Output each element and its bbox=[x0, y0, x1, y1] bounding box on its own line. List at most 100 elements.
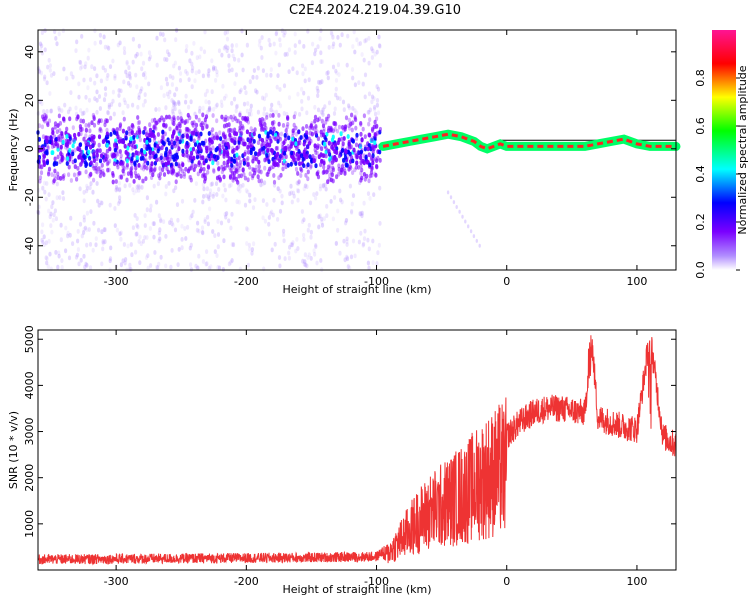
spectrogram-cell bbox=[252, 167, 256, 173]
spectrogram-cell bbox=[173, 106, 177, 112]
spectrogram-cell bbox=[282, 83, 287, 89]
spectrogram-cell bbox=[67, 164, 71, 170]
spectrogram-cell bbox=[259, 45, 263, 51]
spectrogram-cell bbox=[252, 139, 256, 144]
spectrogram-cell bbox=[153, 250, 157, 255]
spectrogram-cell bbox=[48, 251, 52, 257]
spectrogram-cell bbox=[155, 264, 159, 270]
spectrogram-cell bbox=[71, 241, 75, 247]
spectrogram-cell bbox=[331, 34, 335, 40]
spectrogram-cell bbox=[43, 74, 47, 80]
spectrogram-cell bbox=[177, 163, 181, 169]
spectrogram-cell bbox=[144, 132, 149, 137]
spectrogram-cell bbox=[368, 196, 372, 201]
spectrogram-cell bbox=[218, 130, 222, 136]
spectrogram-cell bbox=[103, 86, 108, 91]
spectrogram-cell bbox=[192, 167, 196, 173]
spectrogram-cell bbox=[279, 172, 283, 178]
spectrogram-cell bbox=[181, 148, 185, 154]
spectrogram-cell bbox=[337, 124, 342, 130]
spectrogram-cell bbox=[261, 198, 265, 204]
spectrogram-cell bbox=[378, 158, 382, 163]
spectrogram-cell bbox=[263, 180, 267, 186]
spectrogram-cell bbox=[162, 164, 166, 170]
spectrogram-cell bbox=[338, 42, 342, 48]
spectrogram-cell bbox=[106, 110, 110, 115]
spectrogram-cell bbox=[236, 118, 240, 124]
spectrogram-cell bbox=[142, 166, 146, 172]
spectrogram-cell bbox=[366, 237, 370, 243]
spectrogram-cell bbox=[314, 150, 318, 155]
spectrogram-cell bbox=[117, 88, 121, 93]
spectrogram-cell bbox=[191, 146, 196, 152]
spectrogram-cell bbox=[118, 231, 122, 237]
spectrogram-cell bbox=[125, 158, 129, 164]
spectrogram-cell bbox=[38, 163, 42, 169]
spectrogram-cell bbox=[118, 149, 122, 154]
spectrogram-cell bbox=[359, 230, 363, 236]
spectrogram-cell bbox=[377, 242, 381, 248]
spectrogram-cell bbox=[452, 200, 456, 205]
spectrogram-cell bbox=[146, 253, 150, 258]
spectrogram-cell bbox=[61, 196, 66, 201]
spectrogram-cell bbox=[122, 242, 126, 247]
spectrogram-cell bbox=[223, 212, 227, 217]
spectrogram-cell bbox=[205, 261, 209, 267]
spectrogram-cell bbox=[157, 213, 161, 219]
spectrogram-cell bbox=[272, 179, 277, 185]
spectrogram-cell bbox=[242, 172, 246, 177]
spectrogram-cell bbox=[362, 241, 366, 247]
spectrogram-cell bbox=[141, 155, 145, 161]
spectrogram-cell bbox=[350, 67, 355, 72]
spectrogram-cell bbox=[344, 218, 348, 223]
spectrogram-cell bbox=[328, 157, 332, 162]
spectrogram-cell bbox=[167, 114, 171, 120]
spectrogram-cell bbox=[177, 171, 181, 177]
spectrogram-cell bbox=[135, 231, 139, 237]
spectrogram-cell bbox=[66, 233, 70, 239]
spectrogram-cell bbox=[78, 221, 83, 227]
spectrogram-cell bbox=[277, 113, 281, 118]
spectrogram-cell bbox=[85, 183, 89, 189]
spectrogram-cell bbox=[87, 122, 91, 127]
spectrogram-cell bbox=[278, 263, 282, 269]
spectrogram-cell bbox=[277, 255, 282, 260]
spectrogram-cell bbox=[246, 119, 250, 125]
spectrogram-cell bbox=[247, 142, 251, 148]
spectrogram-cell bbox=[175, 202, 180, 208]
spectrogram-cell bbox=[181, 162, 185, 168]
spectrogram-cell bbox=[234, 108, 238, 114]
spectrogram-cell bbox=[82, 253, 86, 259]
spectrogram-cell bbox=[178, 71, 183, 76]
spectrogram-cell bbox=[148, 127, 152, 133]
spectrogram-cell bbox=[304, 134, 309, 140]
spectrogram-cell bbox=[165, 146, 169, 152]
spectrogram-cell bbox=[341, 128, 345, 134]
spectrogram-cell bbox=[273, 160, 277, 166]
spectrogram-cell bbox=[248, 246, 252, 252]
spectrogram-cell bbox=[83, 225, 87, 231]
spectrogram-cell bbox=[469, 229, 473, 234]
spectrogram-cell bbox=[42, 162, 47, 168]
spectrogram-cell bbox=[293, 31, 297, 37]
spectrogram-cell bbox=[343, 155, 348, 160]
spectrogram-cell bbox=[230, 163, 234, 168]
spectrogram-cell bbox=[283, 52, 287, 57]
spectrogram-cell bbox=[307, 136, 311, 142]
spectrogram-cell bbox=[143, 92, 147, 97]
spectrogram-cell bbox=[349, 121, 353, 127]
spectrogram-cell bbox=[215, 72, 219, 78]
spectrogram-cell bbox=[174, 172, 178, 177]
spectrogram-cell bbox=[225, 36, 230, 42]
spectrogram-cell bbox=[348, 125, 352, 131]
spectrogram-cell bbox=[139, 51, 143, 57]
spectrogram-cell bbox=[59, 237, 63, 243]
spectrogram-cell bbox=[315, 85, 319, 91]
spectrogram-cell bbox=[133, 213, 137, 218]
spectrogram-cell bbox=[214, 104, 218, 109]
spectrogram-cell bbox=[325, 204, 329, 209]
spectrogram-cell bbox=[136, 183, 141, 189]
spectrogram-cell bbox=[320, 79, 324, 85]
spectrogram-cell bbox=[82, 214, 86, 220]
spectrogram-cell bbox=[193, 198, 197, 203]
